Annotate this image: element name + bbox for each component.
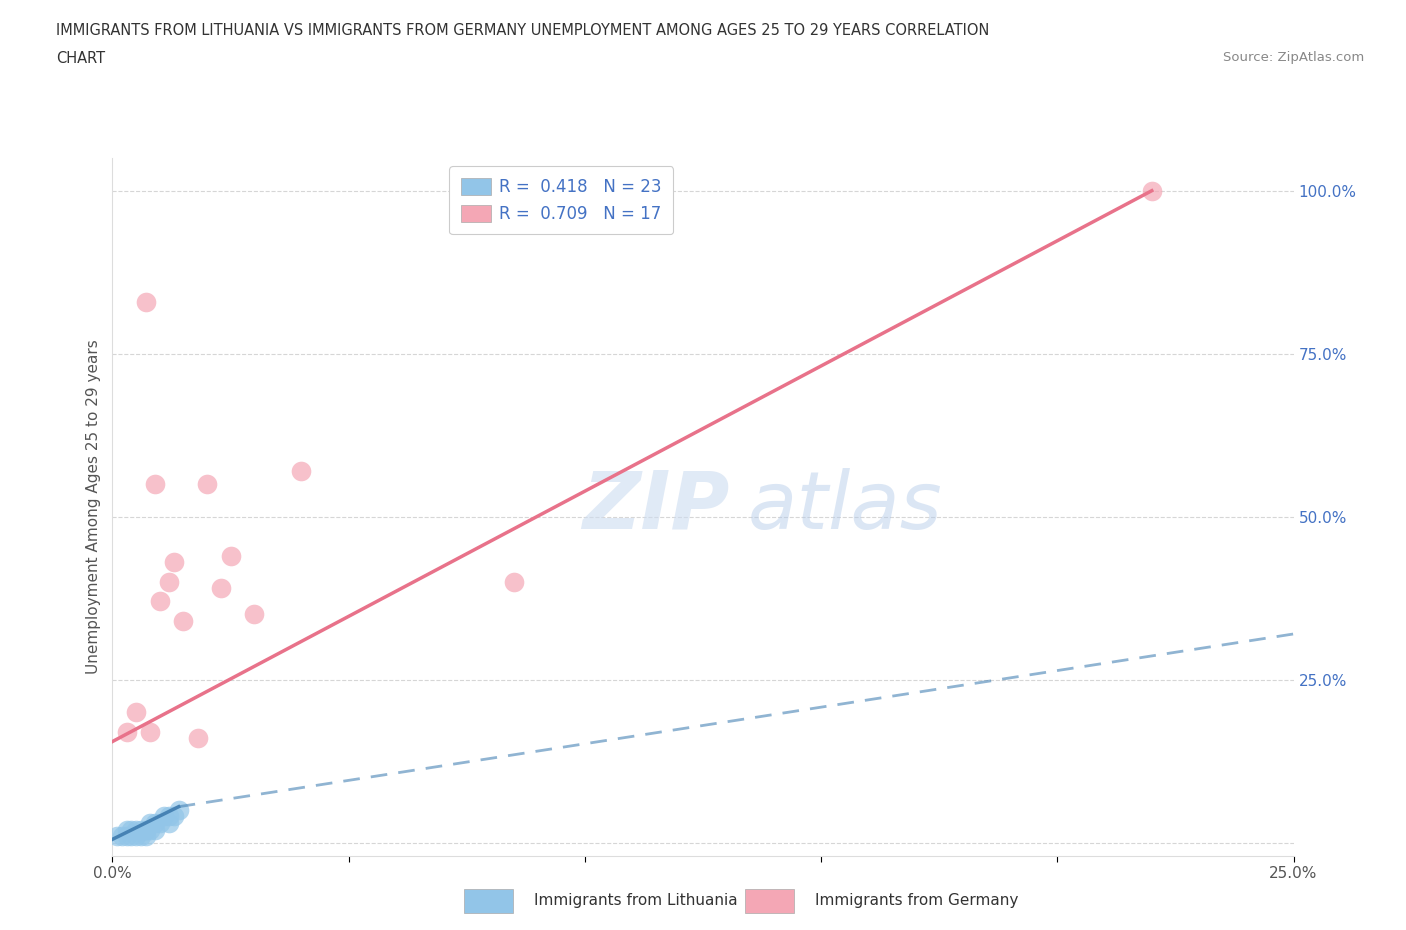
Point — [143, 822, 166, 837]
Point — [120, 822, 142, 837]
Point — [139, 822, 162, 837]
Point — [503, 575, 526, 590]
Point — [111, 829, 134, 844]
Point — [125, 822, 148, 837]
Text: atlas: atlas — [748, 468, 942, 546]
Point — [135, 829, 157, 844]
Point — [290, 463, 312, 478]
Text: IMMIGRANTS FROM LITHUANIA VS IMMIGRANTS FROM GERMANY UNEMPLOYMENT AMONG AGES 25 : IMMIGRANTS FROM LITHUANIA VS IMMIGRANTS … — [56, 23, 990, 38]
Point — [209, 581, 232, 596]
Point — [157, 575, 180, 590]
Point — [1140, 183, 1163, 198]
Point — [167, 803, 190, 817]
Point — [129, 822, 152, 837]
Point — [163, 809, 186, 824]
Text: CHART: CHART — [56, 51, 105, 66]
Point — [139, 724, 162, 739]
Point — [195, 476, 218, 491]
Point — [143, 476, 166, 491]
Point — [135, 822, 157, 837]
Point — [115, 829, 138, 844]
Text: Immigrants from Lithuania: Immigrants from Lithuania — [534, 893, 738, 908]
Point — [129, 829, 152, 844]
Point — [149, 816, 172, 830]
Point — [186, 731, 208, 746]
Point — [115, 822, 138, 837]
Point — [163, 555, 186, 570]
Point — [219, 549, 242, 564]
Point — [157, 816, 180, 830]
Point — [135, 294, 157, 309]
Point — [243, 607, 266, 622]
Point — [105, 829, 128, 844]
Text: ZIP: ZIP — [582, 468, 730, 546]
Point — [139, 816, 162, 830]
Y-axis label: Unemployment Among Ages 25 to 29 years: Unemployment Among Ages 25 to 29 years — [86, 339, 101, 674]
Text: Source: ZipAtlas.com: Source: ZipAtlas.com — [1223, 51, 1364, 64]
Point — [172, 614, 194, 629]
Point — [157, 809, 180, 824]
Point — [125, 705, 148, 720]
Point — [135, 822, 157, 837]
Point — [149, 594, 172, 609]
Point — [125, 829, 148, 844]
Point — [120, 829, 142, 844]
Point — [115, 724, 138, 739]
Text: Immigrants from Germany: Immigrants from Germany — [815, 893, 1019, 908]
Point — [143, 816, 166, 830]
Legend: R =  0.418   N = 23, R =  0.709   N = 17: R = 0.418 N = 23, R = 0.709 N = 17 — [449, 166, 673, 234]
Point — [153, 809, 176, 824]
